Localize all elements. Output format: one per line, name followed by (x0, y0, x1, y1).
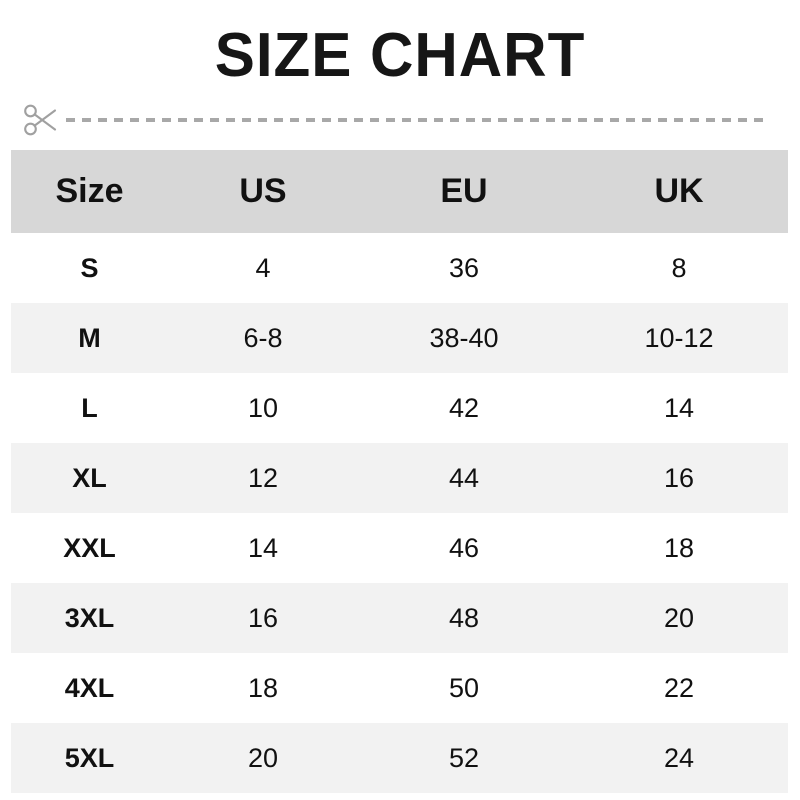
cell-uk: 20 (663, 603, 695, 633)
table-row: XXL 14 46 18 (11, 513, 788, 583)
cell-eu: 50 (448, 673, 480, 703)
cell-us: 14 (247, 533, 279, 563)
cell-uk: 8 (671, 253, 687, 283)
cell-us: 18 (247, 673, 279, 703)
table-row: M 6-8 38-40 10-12 (11, 303, 788, 373)
table-body: S 4 36 8 M 6-8 38-40 10-12 L 10 42 14 XL… (11, 233, 788, 793)
cell-size: M (78, 323, 101, 353)
cell-us: 4 (255, 253, 271, 283)
cell-size: L (81, 393, 98, 423)
table-row: XL 12 44 16 (11, 443, 788, 513)
column-header-eu: EU (440, 172, 488, 210)
cell-eu: 48 (448, 603, 480, 633)
cell-us: 16 (247, 603, 279, 633)
table-header-row: Size US EU UK (11, 150, 788, 233)
cell-eu: 44 (448, 463, 480, 493)
dashed-cut-line (66, 118, 768, 122)
cell-uk: 18 (663, 533, 695, 563)
cell-us: 10 (247, 393, 279, 423)
cell-us: 12 (247, 463, 279, 493)
page-title-container: SIZE CHART (0, 22, 800, 90)
page-title: SIZE CHART (214, 21, 586, 90)
cell-size: XXL (63, 533, 116, 563)
cell-eu: 36 (448, 253, 480, 283)
cell-eu: 52 (448, 743, 480, 773)
cell-eu: 46 (448, 533, 480, 563)
cell-size: 3XL (64, 603, 115, 633)
cut-here-line (22, 103, 770, 137)
table-row: S 4 36 8 (11, 233, 788, 303)
cell-size: 5XL (64, 743, 115, 773)
column-header-size: Size (55, 172, 124, 210)
cell-uk: 10-12 (644, 323, 714, 353)
cell-eu: 42 (448, 393, 480, 423)
column-header-uk: UK (654, 172, 704, 210)
cell-uk: 14 (663, 393, 695, 423)
cell-size: 4XL (64, 673, 115, 703)
cell-size: XL (72, 463, 107, 493)
cell-uk: 16 (663, 463, 695, 493)
table-row: 3XL 16 48 20 (11, 583, 788, 653)
cell-us: 6-8 (243, 323, 283, 353)
cell-size: S (80, 253, 99, 283)
table-row: L 10 42 14 (11, 373, 788, 443)
column-header-us: US (239, 172, 287, 210)
table-row: 4XL 18 50 22 (11, 653, 788, 723)
size-chart-table: Size US EU UK S 4 36 8 M 6-8 38-40 10-12… (11, 150, 788, 793)
cell-uk: 22 (663, 673, 695, 703)
cell-eu: 38-40 (429, 323, 499, 353)
table-header: Size US EU UK (11, 150, 788, 233)
cell-us: 20 (247, 743, 279, 773)
table-row: 5XL 20 52 24 (11, 723, 788, 793)
scissors-icon (22, 103, 62, 137)
cell-uk: 24 (663, 743, 695, 773)
